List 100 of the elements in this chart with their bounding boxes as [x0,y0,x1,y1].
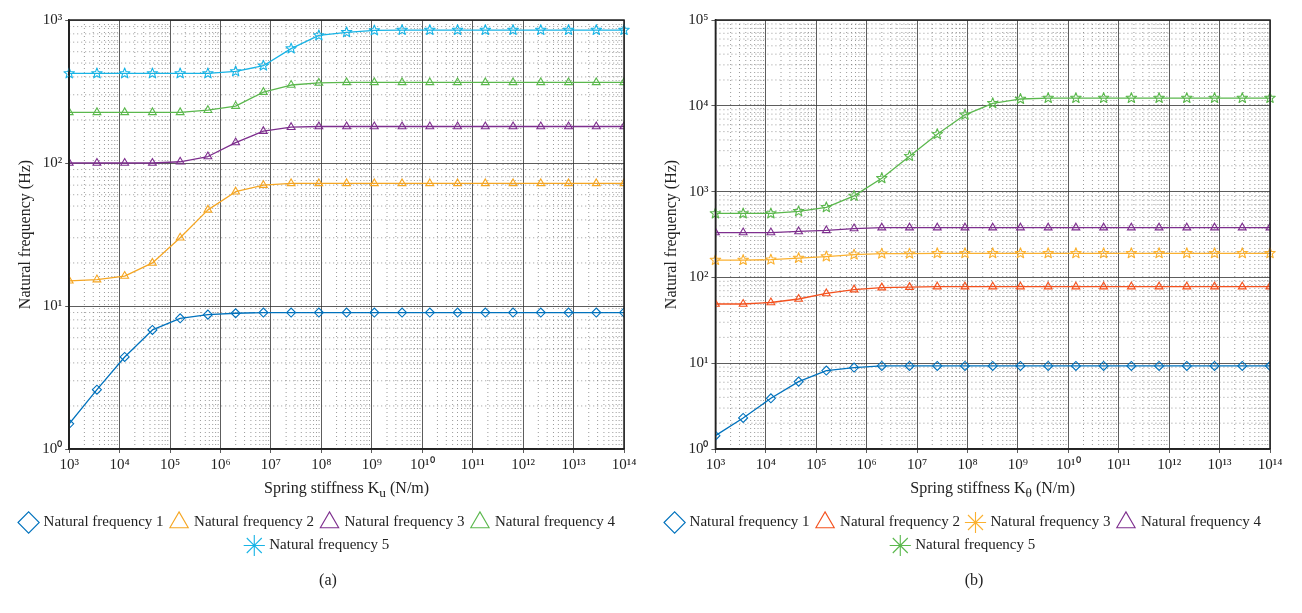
y-tick-label: 10³ [688,182,709,199]
point [1016,222,1025,231]
x-tick-label: 10⁵ [159,455,181,472]
point [986,247,999,259]
point [766,227,776,236]
point [1125,92,1138,104]
point [342,77,352,86]
x-tick-label: 10³ [705,455,726,472]
point [314,121,324,130]
point [1043,222,1053,231]
point [1014,92,1027,105]
point [1070,247,1082,259]
point [1154,360,1165,371]
point [202,67,214,79]
point [1237,281,1247,290]
x-axis-title: Spring stiffness K$_{u}$ (N/m) [263,479,431,502]
x-tick-label: 10⁵ [806,455,827,472]
point [931,128,944,140]
point [286,307,297,318]
point [905,282,914,290]
point [1237,222,1247,231]
point [1154,222,1164,231]
y-tick-label: 10³ [42,10,63,27]
point [905,222,914,231]
point [342,178,352,187]
x-tick-label: 10¹³ [1207,455,1233,472]
x-tick-label: 10⁶ [856,455,877,472]
point [563,307,574,318]
point [1098,360,1109,371]
point [1182,222,1192,231]
y-tick-label: 10⁴ [688,96,709,113]
point [1126,360,1137,371]
x-tick-label: 10³ [59,455,80,472]
point [876,360,887,371]
point [792,252,805,264]
point [1126,222,1136,231]
point [258,307,269,318]
point [591,77,601,86]
point [1097,92,1110,104]
text: (b) [963,571,985,589]
point [564,178,573,187]
point [849,284,859,293]
point [480,307,491,318]
point [959,108,971,120]
point [147,257,157,266]
point [1209,360,1220,371]
point [765,393,776,404]
point [340,26,353,38]
point [1071,222,1081,231]
point [1042,247,1054,259]
legend-label: Natural frequency 1 [689,513,810,530]
point [821,288,831,297]
y-tick-label: 10² [42,153,63,170]
point [737,254,749,266]
point [231,137,241,146]
y-axis-title: Natural frequency (Hz) [661,159,680,310]
point [91,67,103,79]
point [738,227,748,236]
point [959,360,971,371]
point [1070,360,1081,371]
point [1015,360,1026,371]
point [119,351,130,363]
point [231,101,241,109]
point [1210,281,1219,290]
point [960,222,970,231]
point [368,24,381,36]
point [92,157,102,166]
point [508,121,518,130]
point [229,65,242,77]
point [1042,92,1054,104]
point [535,307,546,318]
x-tick-label: 10⁴ [109,455,130,472]
x-tick-label: 10⁶ [210,455,231,472]
legend-label: Natural frequency 4 [1140,513,1262,530]
x-tick-label: 10¹³ [561,455,587,472]
point [766,297,776,306]
point [535,24,547,36]
point [425,121,435,130]
point [591,307,602,318]
point [258,87,268,95]
point [203,105,213,113]
point [931,247,944,259]
legend-label: Natural frequency 3 [344,513,465,530]
point [479,24,492,36]
point [230,308,241,319]
point [174,67,186,79]
x-tick-label: 10¹² [511,455,536,472]
point [848,248,860,260]
point [118,67,131,79]
point [849,362,860,373]
point [451,24,464,36]
point [203,204,213,213]
point [1043,281,1053,290]
point [507,24,519,36]
point [202,309,213,320]
x-tick-label: 10⁴ [755,455,776,472]
point [877,282,887,291]
point [147,107,157,116]
point [453,121,463,130]
point [765,253,777,265]
